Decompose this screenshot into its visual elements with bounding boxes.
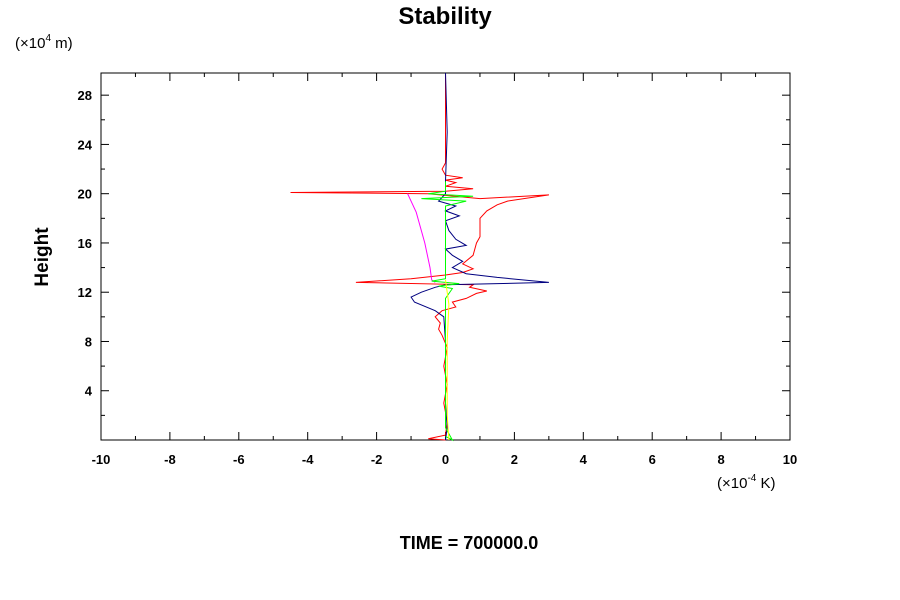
series-line-3 — [407, 193, 436, 283]
x-tick-label: 0 — [442, 452, 449, 467]
x-tick-label: 4 — [580, 452, 588, 467]
series-line-4 — [421, 181, 474, 442]
x-tick-label: -6 — [233, 452, 245, 467]
x-tick-label: -2 — [371, 452, 383, 467]
x-tick-label: 10 — [783, 452, 797, 467]
y-tick-label: 12 — [78, 285, 92, 300]
x-tick-label: 8 — [717, 452, 724, 467]
y-tick-label: 28 — [78, 88, 92, 103]
x-axis-unit: (×10-4 K) — [717, 473, 776, 492]
series-line-1 — [290, 73, 549, 441]
x-tick-label: 2 — [511, 452, 518, 467]
series-line-2 — [410, 72, 549, 441]
y-axis-label: Height — [32, 227, 53, 287]
y-tick-label: 20 — [78, 187, 92, 202]
y-tick-label: 24 — [78, 137, 93, 152]
time-footer: TIME = 700000.0 — [400, 533, 539, 553]
y-tick-label: 16 — [78, 236, 92, 251]
x-tick-label: -8 — [164, 452, 176, 467]
y-axis-unit: (×104 m) — [15, 33, 73, 52]
x-tick-label: -10 — [92, 452, 111, 467]
y-tick-label: 8 — [85, 334, 92, 349]
chart-title: Stability — [398, 3, 492, 30]
x-tick-label: -4 — [302, 452, 314, 467]
series-line-5 — [445, 279, 450, 441]
y-tick-label: 4 — [85, 384, 93, 399]
x-tick-label: 6 — [649, 452, 656, 467]
